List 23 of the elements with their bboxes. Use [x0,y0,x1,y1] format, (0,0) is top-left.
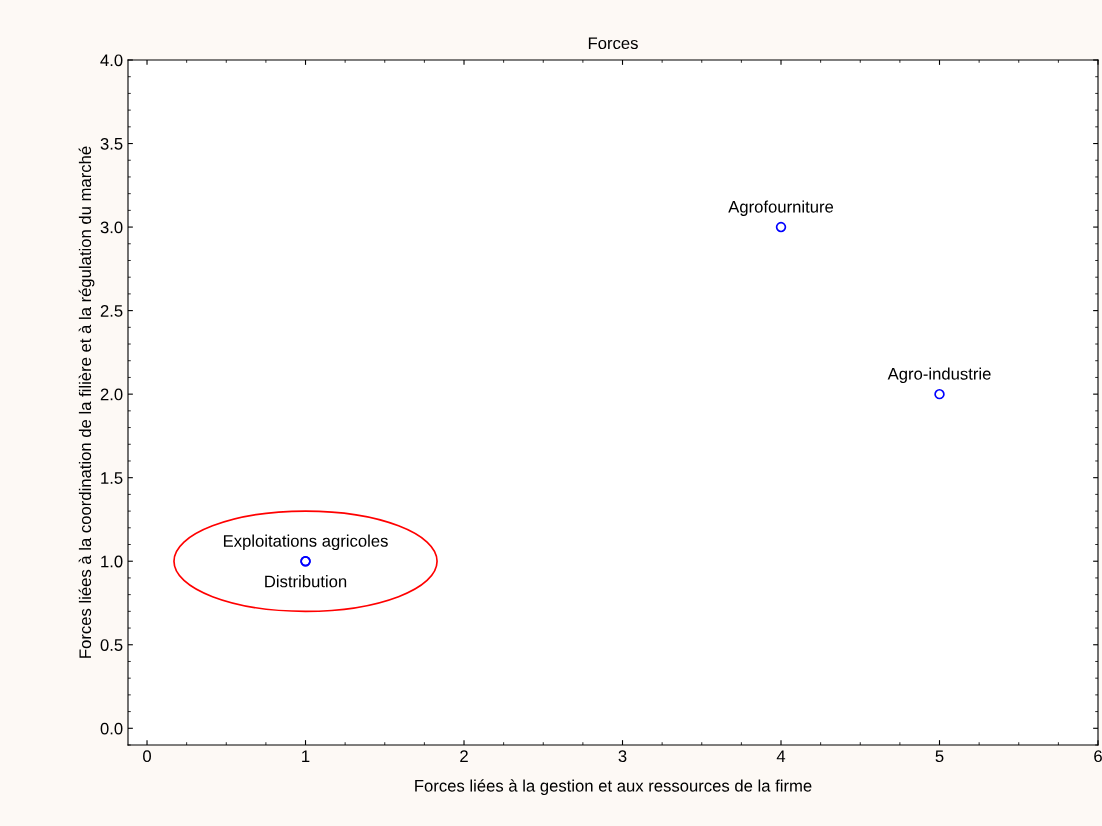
x-tick-label: 5 [935,750,944,763]
y-tick-label: 1.0 [101,555,123,568]
y-tick-label: 2.5 [100,305,123,317]
annotation: Agro-industrie [887,367,991,384]
annotation: Agrofourniture [728,200,834,216]
y-tick-label: 3.0 [100,221,123,234]
y-axis-title: Forces liées à la coordination de la filière et à la régulation du marché [78,146,95,658]
x-axis-title: Forces liées à la gestion et aux ressources de la firme [415,779,812,796]
y-tick-label: 1.5 [101,472,123,484]
x-tick-label: 2 [460,750,468,762]
x-tick-label: 0 [143,750,151,763]
x-tick-label: 3 [618,750,627,763]
y-tick-label: 0.0 [100,722,123,735]
y-tick-label: 3.5 [100,137,123,150]
x-tick-label: 1 [302,750,310,762]
annotation: Exploitations agricoles [223,534,388,551]
chart-title: Forces [588,37,638,50]
y-tick-label: 4.0 [100,54,123,67]
x-tick-label: 6 [1094,750,1102,763]
annotation: Distribution [265,575,347,588]
x-tick-label: 4 [776,750,786,762]
y-tick-label: 0.5 [100,639,123,651]
y-tick-label: 2.0 [100,388,123,401]
